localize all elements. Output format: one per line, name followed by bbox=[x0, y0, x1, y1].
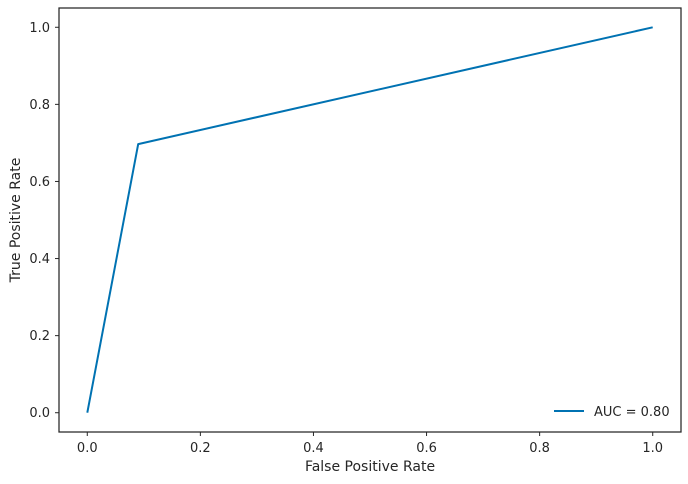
legend-entry-label: AUC = 0.80 bbox=[594, 405, 670, 420]
x-tick-label: 1.0 bbox=[642, 441, 663, 456]
plot-background bbox=[59, 8, 681, 432]
y-tick-label: 0.4 bbox=[29, 252, 50, 267]
y-tick-label: 0.0 bbox=[29, 406, 50, 421]
y-tick-label: 0.2 bbox=[29, 329, 50, 344]
x-tick-label: 0.4 bbox=[303, 441, 324, 456]
y-ticks: 0.0 0.2 0.4 0.6 0.8 1.0 bbox=[29, 21, 59, 421]
x-axis-label: False Positive Rate bbox=[305, 459, 435, 475]
x-tick-label: 0.8 bbox=[529, 441, 550, 456]
x-tick-label: 0.0 bbox=[77, 441, 98, 456]
y-tick-label: 1.0 bbox=[29, 21, 50, 36]
y-axis-label: True Positive Rate bbox=[8, 158, 24, 284]
series-layer bbox=[86, 26, 653, 413]
y-tick-label: 0.8 bbox=[29, 98, 50, 113]
roc-curve-line bbox=[86, 26, 653, 413]
y-tick-label: 0.6 bbox=[29, 175, 50, 190]
x-ticks: 0.0 0.2 0.4 0.6 0.8 1.0 bbox=[77, 432, 663, 456]
plot-frame bbox=[58, 7, 682, 433]
x-tick-label: 0.2 bbox=[190, 441, 211, 456]
x-tick-label: 0.6 bbox=[416, 441, 437, 456]
legend: AUC = 0.80 bbox=[554, 405, 670, 420]
